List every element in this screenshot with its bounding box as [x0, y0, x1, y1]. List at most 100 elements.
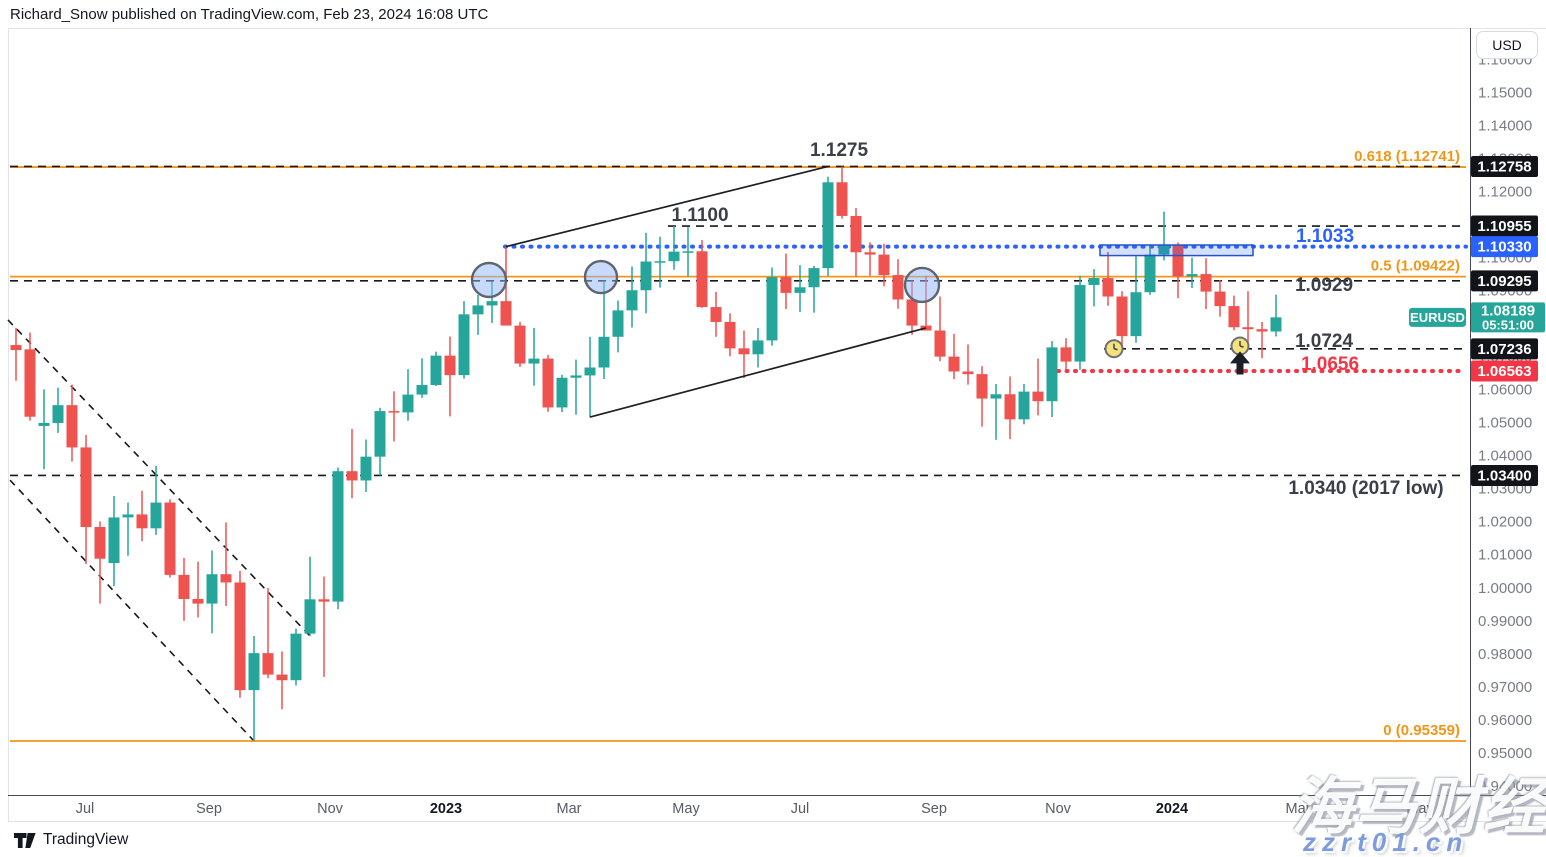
candle-body: [948, 356, 960, 372]
time-axis-month-label: Jul: [76, 801, 95, 817]
candle-body: [738, 348, 750, 355]
time-axis-month-label: May: [1406, 801, 1434, 817]
candle-body: [766, 277, 778, 341]
price-badge-label: 1.09295: [1477, 273, 1531, 290]
candle-body: [528, 358, 540, 364]
candle-body: [682, 251, 694, 253]
price-badge-label: 1.10330: [1477, 239, 1531, 256]
candle-body: [934, 330, 946, 357]
symbol-tag-label: EURUSD: [1410, 310, 1465, 325]
level-annotation: 1.0929: [1295, 275, 1353, 296]
candle-body: [318, 599, 330, 602]
candle-body: [1046, 347, 1058, 402]
watermark-url: zzrt01.cn: [1303, 827, 1469, 857]
candle-body: [556, 377, 568, 408]
time-axis-year-label: 2024: [1156, 801, 1188, 817]
candle-body: [640, 261, 652, 291]
candle-body: [178, 574, 190, 599]
candle-body: [626, 290, 638, 311]
candle-body: [990, 394, 1002, 399]
price-badge: [1471, 215, 1538, 237]
candle-body: [780, 277, 792, 293]
candle-body: [248, 653, 260, 691]
candle-body: [1074, 284, 1086, 362]
level-annotation: 1.1033: [1296, 226, 1354, 247]
candle-body: [1102, 278, 1114, 297]
candle-body: [710, 307, 722, 322]
candle-body: [10, 345, 22, 351]
time-axis-year-label: 2023: [430, 801, 462, 817]
channel-line: [9, 479, 254, 741]
price-badge: [1471, 270, 1538, 292]
candle-body: [374, 411, 386, 457]
price-tick-label: 1.14000: [1478, 117, 1532, 134]
price-tick-label: 1.06000: [1478, 382, 1532, 399]
time-axis-month-label: Sep: [921, 801, 947, 817]
candle-body: [444, 355, 456, 376]
time-axis-month-label: Jul: [791, 801, 810, 817]
highlight-circle: [903, 266, 941, 304]
candle-body: [892, 275, 904, 300]
price-tick-label: 0.94000: [1478, 778, 1532, 795]
price-tick-label: 0.99000: [1478, 613, 1532, 630]
candle-body: [1228, 306, 1240, 328]
price-badge-label: 1.10955: [1477, 218, 1531, 235]
candle-body: [94, 526, 106, 559]
candle-body: [1004, 394, 1016, 420]
price-tick-label: 0.96000: [1478, 712, 1532, 729]
candle-body: [234, 582, 246, 691]
price-tick-label: 1.02000: [1478, 514, 1532, 531]
price-tick-label: 1.05000: [1478, 415, 1532, 432]
candle-body: [976, 374, 988, 399]
tradingview-logo-icon[interactable]: [14, 832, 36, 848]
candle-body: [38, 422, 50, 426]
tradingview-brand: TradingView: [43, 831, 129, 848]
price-badge-label: 1.07236: [1477, 341, 1531, 358]
candle-body: [80, 447, 92, 527]
highlight-circle: [470, 261, 508, 299]
candle-body: [346, 471, 358, 481]
last-price-value: 1.08189: [1481, 302, 1535, 319]
price-badge: [1471, 360, 1538, 382]
price-tick-label: 1.15000: [1478, 84, 1532, 101]
candle-body: [276, 674, 288, 681]
price-badge: [1471, 464, 1538, 486]
candle-body: [794, 287, 806, 293]
candle-body: [458, 314, 470, 376]
candle-body: [164, 502, 176, 575]
candle-body: [1130, 292, 1142, 337]
candle-body: [836, 182, 848, 216]
currency-button[interactable]: USD: [1476, 31, 1538, 59]
time-axis-month-label: Nov: [317, 801, 344, 817]
candle-body: [696, 251, 708, 308]
footer: TradingView: [14, 831, 128, 849]
price-tick-label: 1.01000: [1478, 547, 1532, 564]
clock-icon: [1113, 347, 1118, 351]
candle-body: [304, 599, 316, 634]
price-badge-label: 1.06563: [1477, 363, 1531, 380]
attribution-title: Richard_Snow published on TradingView.co…: [10, 6, 489, 23]
price-tick-label: 0.98000: [1478, 646, 1532, 663]
clock-icon: [1239, 345, 1244, 348]
candle-body: [668, 251, 680, 262]
candle-body: [206, 574, 218, 604]
price-tick-label: 0.97000: [1478, 679, 1532, 696]
candle-body: [1032, 391, 1044, 402]
price-badge-label: 1.12758: [1477, 158, 1531, 175]
candle-body: [1144, 254, 1156, 293]
up-arrow-icon: [1230, 351, 1250, 375]
candle-body: [1088, 278, 1100, 285]
candle-body: [24, 349, 36, 417]
bar-countdown: 05:51:00: [1482, 317, 1534, 332]
candle-body: [1186, 274, 1198, 277]
candle-body: [360, 456, 372, 481]
candle-body: [262, 653, 274, 675]
candle-body: [136, 514, 148, 529]
level-annotation: 1.1275: [810, 140, 869, 161]
price-badge: [1471, 236, 1538, 258]
last-price-box: [1471, 302, 1545, 333]
resistance-zone-box: [1099, 244, 1254, 257]
candle-body: [1172, 244, 1184, 277]
